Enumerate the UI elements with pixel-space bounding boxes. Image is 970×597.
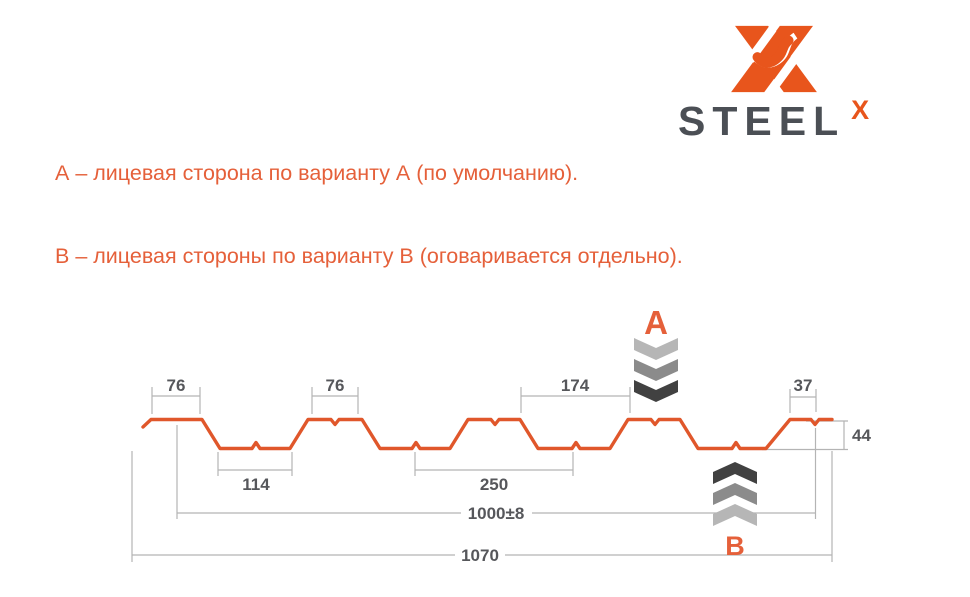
note-variant-b: В – лицевая стороны по варианту В (огова… xyxy=(55,244,683,268)
chevrons-up-icon xyxy=(713,462,757,526)
marker-b-label: В xyxy=(725,531,745,561)
note-variant-a: А – лицевая сторона по варианту А (по ум… xyxy=(55,161,579,185)
dim-height: 44 xyxy=(762,420,871,451)
dim-crest-gap: 174 xyxy=(520,376,631,413)
chevrons-down-icon xyxy=(634,338,678,402)
dim-crest2-value: 76 xyxy=(326,376,345,395)
dim-overall-width: 1070 xyxy=(131,451,833,565)
dim-valley-value: 114 xyxy=(242,475,270,494)
profile-outline xyxy=(141,417,834,451)
dim-edge-crest: 37 xyxy=(789,376,817,413)
dim-overall-width-value: 1070 xyxy=(461,546,499,565)
steelx-wordmark: STEEL X xyxy=(678,97,869,144)
dim-height-value: 44 xyxy=(852,426,871,445)
brand-text: STEEL xyxy=(678,98,846,144)
dim-pitch: 250 xyxy=(414,452,574,494)
dim-crest1-value: 76 xyxy=(167,376,186,395)
dim-cover-width: 1000±8 xyxy=(176,425,817,523)
steelx-logo-icon xyxy=(731,25,817,93)
dim-crest1: 76 xyxy=(151,376,201,414)
dim-crest2: 76 xyxy=(311,376,359,414)
dim-cover-width-value: 1000±8 xyxy=(468,504,525,523)
marker-a-label: А xyxy=(644,304,668,341)
dim-pitch-value: 250 xyxy=(480,475,508,494)
dim-crest-gap-value: 174 xyxy=(561,376,590,395)
brand-sup-x: X xyxy=(851,95,870,125)
dim-valley: 114 xyxy=(217,452,293,494)
dim-edge-crest-value: 37 xyxy=(794,376,813,395)
